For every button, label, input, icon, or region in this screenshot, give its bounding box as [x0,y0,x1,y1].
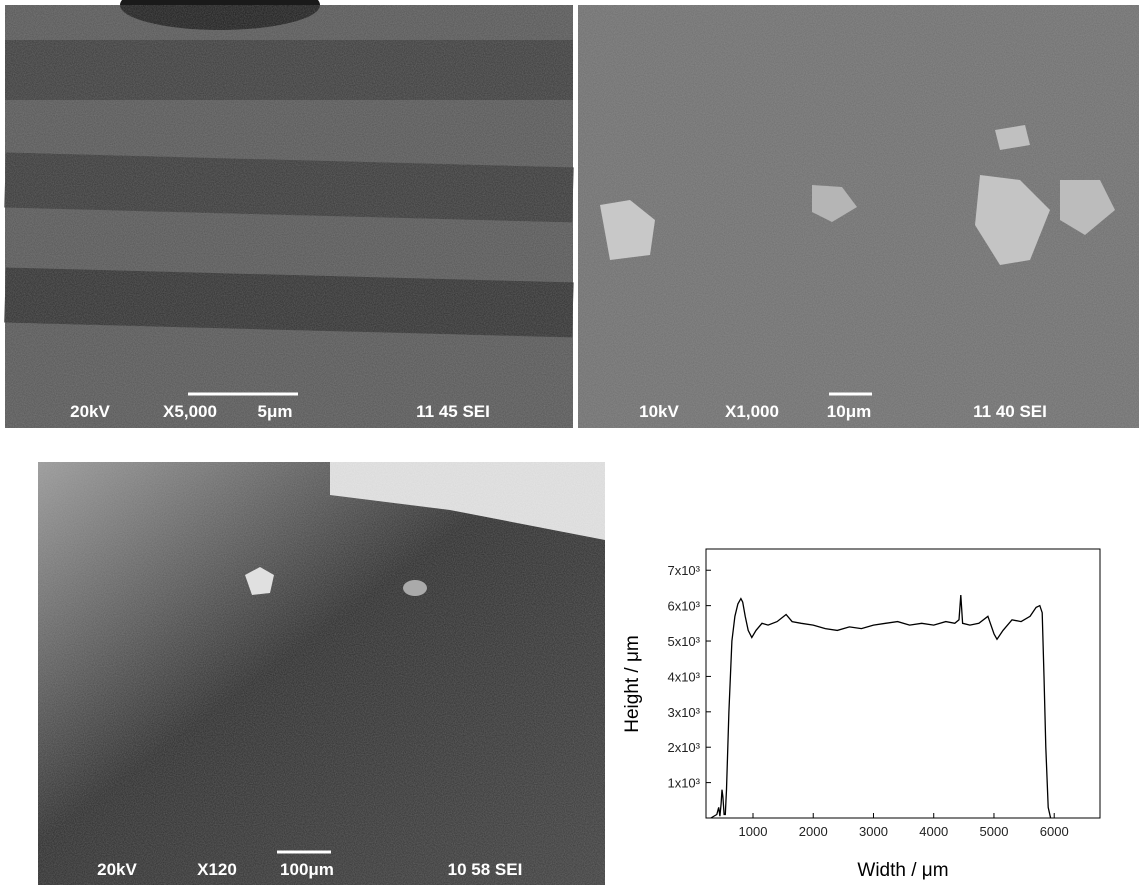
x-tick-label: 2000 [799,824,828,839]
image-code: 11 40 SEI [973,402,1047,421]
profile-chart: Width / μm Height / μm 1000 2000 3000 4000 5… [622,549,1100,881]
x-tick-label: 6000 [1040,824,1069,839]
x-tick-label: 4000 [919,824,948,839]
scale-label: 10μm [827,402,871,421]
voltage: 20kV [70,402,110,421]
image-code: 10 58 SEI [448,860,523,879]
debris [403,580,427,596]
scale-label: 5μm [258,402,293,421]
voltage: 20kV [97,860,137,879]
image-texture [38,462,605,885]
magnification: X5,000 [163,402,217,421]
x-tick-label: 5000 [980,824,1009,839]
sem-image-1: 20kV X5,000 5μm 11 45 SEI [4,0,573,428]
sem-image-2: 10kV X1,000 10μm 11 40 SEI [578,5,1139,428]
plot-frame [706,549,1100,818]
scale-label: 100μm [280,860,334,879]
image-texture [578,5,1139,428]
image-texture [5,5,573,428]
y-tick-label: 2x10³ [667,740,700,755]
magnification: X120 [197,860,237,879]
x-tick-label: 1000 [739,824,768,839]
voltage: 10kV [639,402,679,421]
y-tick-label: 7x10³ [667,563,700,578]
x-tick-label: 3000 [859,824,888,839]
y-tick-label: 1x10³ [667,776,700,791]
magnification: X1,000 [725,402,779,421]
y-axis-label: Height / μm [622,635,643,733]
y-tick-label: 4x10³ [667,669,700,684]
profile-line [711,595,1051,818]
x-axis-label: Width / μm [857,860,948,881]
y-tick-label: 6x10³ [667,599,700,614]
figure: 20kV X5,000 5μm 11 45 SEI 10kV X1,000 10… [0,0,1139,888]
y-tick-label: 5x10³ [667,634,700,649]
sem-image-3: 20kV X120 100μm 10 58 SEI [38,462,605,885]
y-tick-label: 3x10³ [667,705,700,720]
image-code: 11 45 SEI [416,402,490,421]
page: 20kV X5,000 5μm 11 45 SEI 10kV X1,000 10… [0,0,1139,888]
